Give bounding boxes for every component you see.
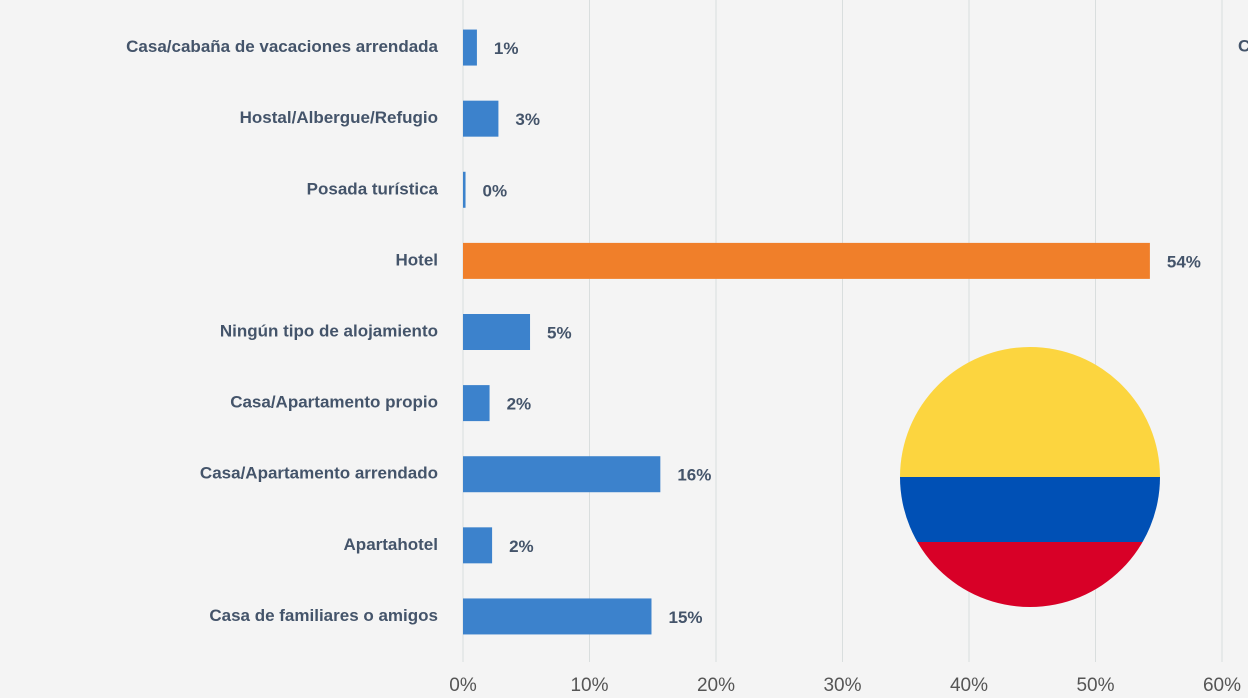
bar — [463, 456, 661, 493]
bar — [463, 527, 493, 564]
bar — [463, 598, 652, 635]
bar — [463, 242, 1150, 279]
data-label: 3% — [515, 110, 540, 129]
annotation: C — [1238, 36, 1248, 55]
y-tick-label: Hostal/Albergue/Refugio — [240, 108, 438, 127]
data-label: 1% — [494, 39, 519, 58]
data-label: 2% — [507, 395, 532, 414]
y-tick-label: Casa/cabaña de vacaciones arrendada — [126, 37, 438, 56]
bar — [463, 29, 477, 66]
y-tick-label: Hotel — [396, 250, 439, 269]
flag — [900, 347, 1160, 607]
data-label: 2% — [509, 537, 534, 556]
y-tick-label: Posada turística — [307, 179, 439, 198]
data-label: 54% — [1167, 252, 1201, 271]
data-label: 15% — [668, 608, 702, 627]
bar — [463, 100, 499, 137]
x-tick-label: 60% — [1203, 675, 1241, 696]
y-tick-label: Casa/Apartamento propio — [230, 393, 438, 412]
y-tick-label: Casa/Apartamento arrendado — [200, 464, 438, 483]
x-tick-label: 10% — [570, 675, 608, 696]
y-tick-label: Casa de familiares o amigos — [209, 606, 438, 625]
x-tick-label: 50% — [1076, 675, 1114, 696]
data-label: 16% — [677, 466, 711, 485]
data-label: 5% — [547, 323, 572, 342]
x-tick-label: 0% — [449, 675, 477, 696]
bar — [463, 314, 531, 350]
y-tick-label: Apartahotel — [344, 535, 438, 554]
y-tick-label: Ningún tipo de alojamiento — [220, 321, 438, 340]
bar — [463, 171, 466, 208]
x-tick-label: 30% — [823, 675, 861, 696]
x-tick-label: 20% — [697, 675, 735, 696]
x-tick-label: 40% — [950, 675, 988, 696]
data-label: 0% — [483, 181, 508, 200]
bar — [463, 385, 490, 422]
